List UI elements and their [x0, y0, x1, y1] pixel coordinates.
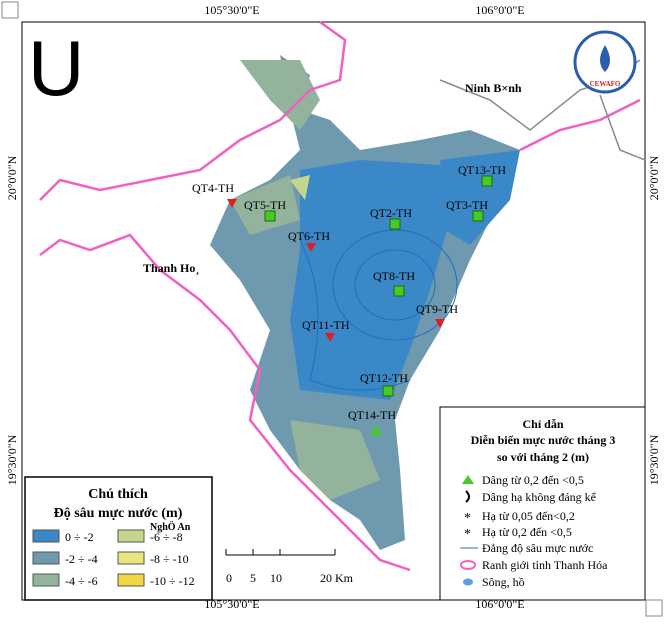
coord-label: 20°0'0"N — [5, 155, 19, 200]
guide-symbol — [460, 560, 476, 570]
guide-label: Đẳng độ sâu mực nước — [482, 541, 593, 555]
station-marker — [389, 218, 401, 230]
guide-symbol: * — [464, 527, 471, 542]
guide-symbol: * — [464, 511, 471, 526]
station-label: QT14-TH — [348, 408, 396, 422]
legend-swatch — [32, 573, 60, 587]
north-arrow: U — [28, 24, 84, 112]
legend-swatch — [32, 529, 60, 543]
station-marker — [481, 175, 493, 187]
guide-title: Chỉ dẫn — [522, 417, 563, 431]
legend-swatch — [117, 551, 145, 565]
place-label: NghÖ An — [150, 520, 191, 533]
legend-label: -4 ÷ -6 — [65, 574, 98, 588]
station-marker — [370, 425, 382, 435]
station-marker — [227, 199, 237, 208]
station-label: QT13-TH — [458, 163, 506, 177]
coord-label: 19°30'0"N — [647, 434, 661, 485]
station-label: QT2-TH — [370, 206, 412, 220]
guide-symbol — [465, 490, 470, 503]
guide-label: Dâng từ 0,2 đến <0,5 — [482, 473, 584, 487]
station-label: QT3-TH — [446, 198, 488, 212]
guide-line: so với tháng 2 (m) — [497, 450, 589, 464]
coord-label: 105°30'0"E — [204, 3, 259, 17]
legend-swatch — [32, 551, 60, 565]
coord-label: 105°30'0"E — [204, 597, 259, 611]
station-label: QT11-TH — [302, 318, 350, 332]
legend-label: -6 ÷ -8 — [150, 530, 183, 544]
station-label: QT6-TH — [288, 229, 330, 243]
coord-label: 20°0'0"N — [647, 155, 661, 200]
station-label: QT12-TH — [360, 371, 408, 385]
place-label: Thanh Ho¸ — [143, 261, 199, 275]
legend-subtitle: Độ sâu mực nước (m) — [54, 506, 183, 521]
guide-label: Dâng hạ không đáng kể — [482, 490, 597, 504]
station-marker — [393, 285, 405, 297]
legend-label: -10 ÷ -12 — [150, 574, 195, 588]
station-label: QT9-TH — [416, 302, 458, 316]
legend-swatch — [117, 573, 145, 587]
legend-swatch — [117, 529, 145, 543]
station-marker — [306, 243, 316, 252]
resize-handle[interactable] — [645, 599, 663, 617]
station-marker — [382, 385, 394, 397]
station-marker — [435, 319, 445, 328]
station-label: QT8-TH — [373, 269, 415, 283]
move-handle[interactable] — [1, 1, 19, 19]
guide-symbol — [463, 578, 473, 586]
scale-label: 10 — [270, 571, 282, 585]
station-label: QT5-TH — [244, 198, 286, 212]
guide: Chỉ dẫn Diễn biến mực nước tháng 3 so vớ… — [439, 406, 646, 601]
scale-label: 0 — [226, 571, 232, 585]
legend-label: 0 ÷ -2 — [65, 530, 94, 544]
legend-label: -8 ÷ -10 — [150, 552, 189, 566]
legend-title: Chú thích — [88, 487, 148, 502]
guide-label: Hạ từ 0,2 đến <0,5 — [482, 525, 572, 539]
station-marker — [472, 210, 484, 222]
guide-label: Hạ từ 0,05 đến<0,2 — [482, 509, 575, 523]
guide-symbol — [462, 475, 474, 484]
station-marker — [264, 210, 276, 222]
guide-line: Diễn biến mực nước tháng 3 — [471, 433, 616, 447]
coord-label: 106°0'0"E — [475, 3, 524, 17]
scale-bar — [225, 549, 336, 556]
guide-label: Ranh giới tỉnh Thanh Hóa — [482, 558, 608, 572]
legend-label: -2 ÷ -4 — [65, 552, 98, 566]
scale-label: 20 Km — [320, 571, 354, 585]
station-marker — [325, 333, 335, 342]
coord-label: 19°30'0"N — [5, 434, 19, 485]
legend: Chú thích Độ sâu mực nước (m) NghÖ An 0 … — [24, 476, 213, 601]
place-label: Ninh B×nh — [465, 81, 522, 95]
scale-label: 5 — [250, 571, 256, 585]
station-label: QT4-TH — [192, 181, 234, 195]
guide-label: Sông, hồ — [482, 575, 525, 589]
logo-text: CEWAFO — [590, 80, 621, 88]
terrain — [39, 20, 646, 572]
